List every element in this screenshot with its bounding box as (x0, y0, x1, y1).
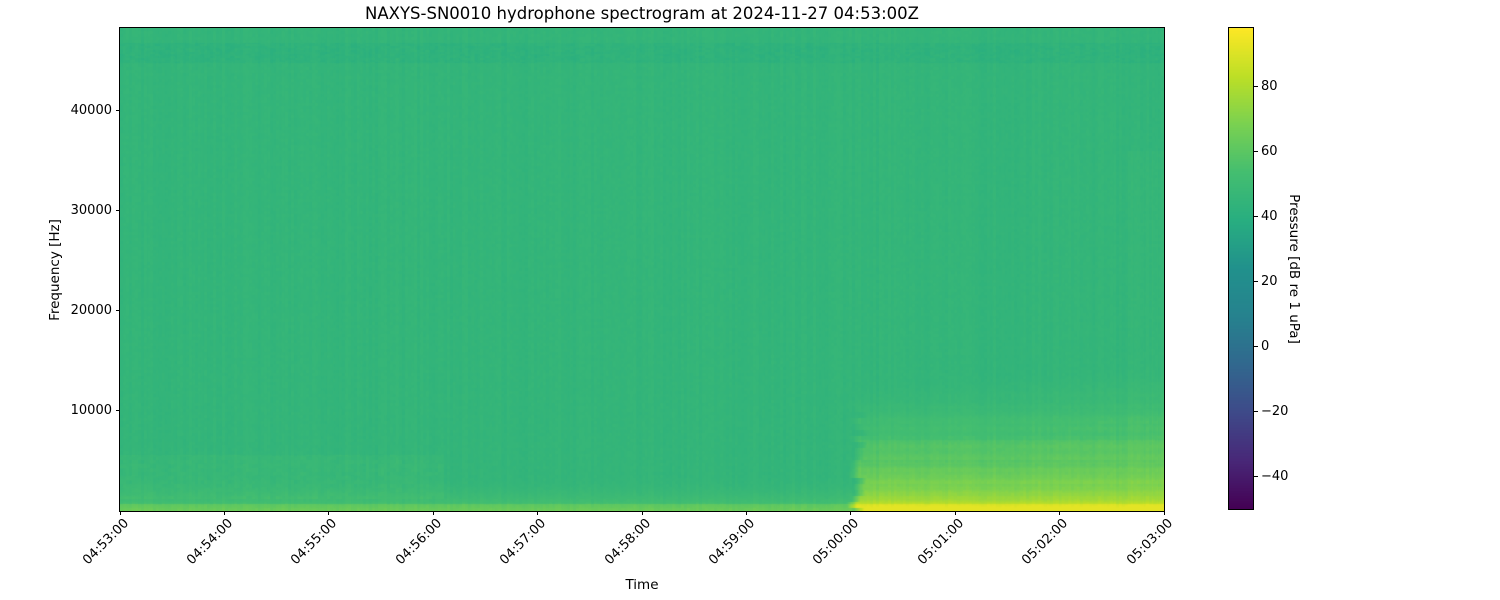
colorbar-tick-mark (1254, 216, 1258, 217)
spectrogram-canvas (120, 28, 1164, 511)
x-tick-mark (745, 511, 747, 515)
y-tick-mark (116, 310, 120, 312)
colorbar-tick-label: −20 (1261, 404, 1289, 419)
colorbar-tick-label: 80 (1261, 79, 1278, 94)
x-tick-label-text: 04:58:00 (601, 516, 654, 568)
x-tick-label-text: 04:59:00 (706, 516, 758, 568)
colorbar-tick-label: 60 (1261, 144, 1278, 159)
x-tick-label-text: 04:56:00 (392, 516, 445, 568)
colorbar-canvas (1229, 28, 1253, 509)
x-tick-mark (641, 511, 643, 515)
y-tick-label: 40000 (70, 102, 112, 118)
y-tick-label: 30000 (70, 202, 112, 218)
y-tick-mark (116, 109, 120, 111)
x-tick-mark (1163, 511, 1165, 515)
colorbar-tick-mark (1254, 86, 1258, 87)
colorbar-label: Pressure [dB re 1 uPa] (1286, 194, 1302, 344)
colorbar-tick-label: 40 (1261, 209, 1278, 224)
x-tick-label-text: 05:01:00 (914, 516, 967, 568)
colorbar-tick-mark (1254, 346, 1258, 347)
x-axis-label: Time (625, 577, 659, 593)
y-tick-label: 10000 (70, 403, 112, 419)
colorbar-tick-mark (1254, 151, 1258, 152)
chart-title: NAXYS-SN0010 hydrophone spectrogram at 2… (365, 4, 919, 23)
x-tick-mark (850, 511, 852, 515)
x-tick-label-text: 05:00:00 (810, 516, 863, 568)
y-tick-mark (116, 410, 120, 412)
plot-area (119, 27, 1165, 512)
x-tick-mark (119, 511, 121, 515)
colorbar-tick-label: 0 (1261, 339, 1270, 354)
x-tick-label-text: 04:57:00 (497, 516, 550, 568)
x-tick-mark (954, 511, 956, 515)
x-tick-mark (223, 511, 225, 515)
x-tick-label-text: 04:54:00 (184, 516, 236, 568)
y-tick-label: 20000 (70, 303, 112, 319)
y-tick-mark (116, 209, 120, 211)
colorbar-tick-mark (1254, 476, 1258, 477)
x-tick-label-text: 05:03:00 (1123, 516, 1176, 568)
colorbar (1228, 27, 1254, 510)
x-tick-mark (537, 511, 539, 515)
colorbar-tick-label: 20 (1261, 274, 1278, 289)
colorbar-tick-label: −40 (1261, 469, 1289, 484)
x-tick-mark (1059, 511, 1061, 515)
colorbar-tick-mark (1254, 411, 1258, 412)
x-tick-mark (432, 511, 434, 515)
x-tick-label-text: 04:55:00 (288, 516, 341, 568)
x-tick-label-text: 05:02:00 (1019, 516, 1072, 568)
colorbar-tick-mark (1254, 281, 1258, 282)
x-tick-label-text: 04:53:00 (79, 516, 132, 568)
x-tick-mark (328, 511, 330, 515)
